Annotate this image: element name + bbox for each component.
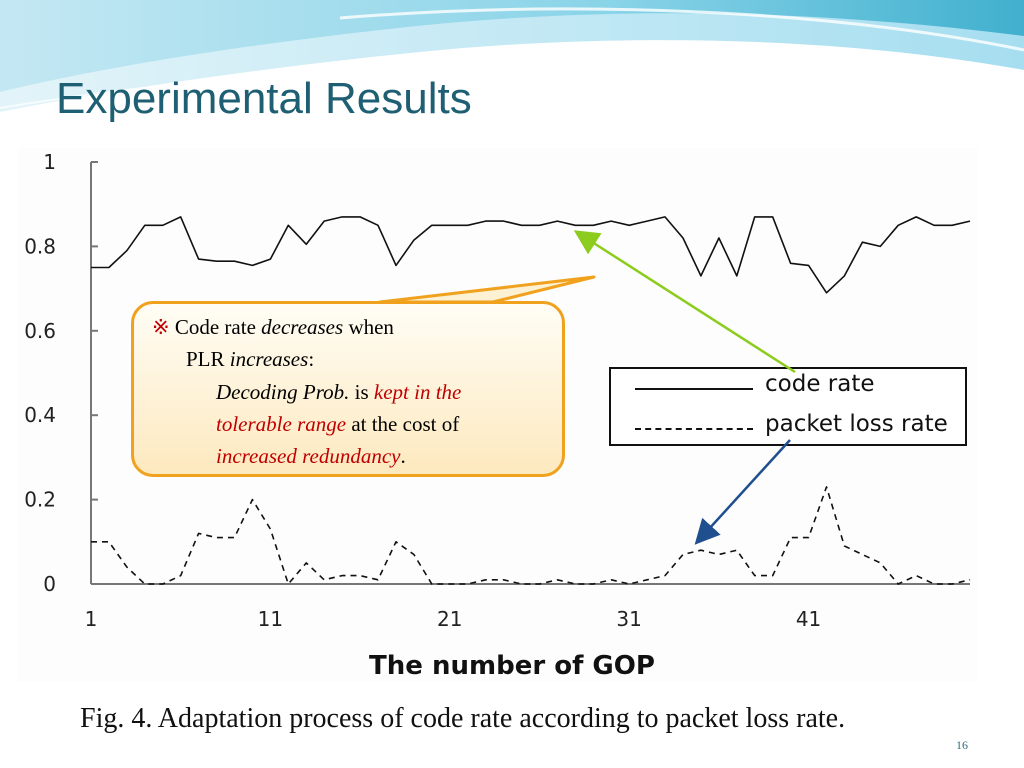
page-number: 16 xyxy=(956,738,968,752)
y-tick-label: 1 xyxy=(43,150,56,174)
callout-line-3: Decoding Prob. is kept in the xyxy=(216,380,461,405)
callout-highlight: kept in the xyxy=(373,380,462,404)
x-tick-label: 21 xyxy=(437,607,462,631)
callout-highlight: tolerable range xyxy=(216,412,347,436)
callout-text: increases xyxy=(229,347,309,371)
y-tick-label: 0.2 xyxy=(24,488,56,512)
x-tick-label: 41 xyxy=(796,607,821,631)
y-tick-labels: 0 0.2 0.4 0.6 0.8 1 xyxy=(24,150,56,596)
callout-text: at the cost of xyxy=(346,412,460,436)
legend-label-packet-loss-rate: packet loss rate xyxy=(765,411,948,437)
callout-line-1: ※ Code rate decreases when xyxy=(152,315,394,340)
y-tick-label: 0 xyxy=(43,572,56,596)
x-tick-label: 1 xyxy=(85,607,98,631)
callout-text: Code rate xyxy=(174,315,262,339)
legend-line-packet-loss-rate xyxy=(635,428,753,430)
callout-line-2: PLR increases: xyxy=(186,347,314,372)
x-tick-labels: 1 11 21 31 41 xyxy=(85,607,822,631)
figure-caption: Fig. 4. Adaptation process of code rate … xyxy=(80,703,846,734)
callout-text: decreases xyxy=(261,315,344,339)
x-tick-label: 11 xyxy=(258,607,283,631)
legend-label-code-rate: code rate xyxy=(765,371,875,397)
callout-highlight: increased redundancy xyxy=(216,444,401,468)
callout-line-4: tolerable range at the cost of xyxy=(216,412,459,437)
series-line-packet-loss-rate xyxy=(91,486,971,585)
y-tick-label: 0.4 xyxy=(24,403,56,427)
callout-box: ※ Code rate decreases when PLR increases… xyxy=(131,301,565,477)
x-tick-label: 31 xyxy=(616,607,641,631)
chart-axes xyxy=(90,161,970,585)
y-tick-label: 0.8 xyxy=(24,234,56,258)
legend-line-code-rate xyxy=(635,388,753,390)
chart-legend: code rate packet loss rate xyxy=(609,367,967,446)
series-line-code-rate xyxy=(91,216,971,294)
callout-text: when xyxy=(343,315,394,339)
y-tick-label: 0.6 xyxy=(24,319,56,343)
callout-line-5: increased redundancy. xyxy=(216,444,406,469)
callout-text: is xyxy=(349,380,374,404)
x-axis-label: The number of GOP xyxy=(369,651,655,681)
callout-text: Decoding Prob. xyxy=(216,380,350,404)
header-wave-decoration xyxy=(0,0,1024,112)
callout-text: . xyxy=(400,444,406,468)
chart-series xyxy=(91,216,971,585)
reference-mark-icon: ※ xyxy=(152,315,170,339)
line-chart: 00.20.40.60.81 1 11 21 31 41 The number of G… xyxy=(24,150,971,681)
callout-text: PLR xyxy=(186,347,230,371)
callout-text: : xyxy=(308,347,315,371)
slide-title: Experimental Results xyxy=(56,74,472,123)
